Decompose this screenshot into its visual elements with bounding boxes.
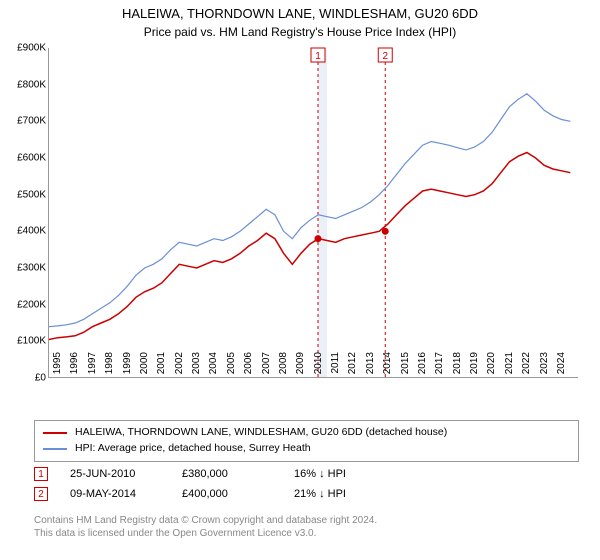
y-tick-label: £200K (4, 299, 46, 310)
y-tick-label: £300K (4, 263, 46, 274)
y-tick-label: £800K (4, 79, 46, 90)
x-tick-label: 2024 (556, 352, 567, 382)
x-tick-label: 2019 (469, 352, 480, 382)
x-tick-label: 2016 (417, 352, 428, 382)
transaction-marker: 2 (34, 487, 48, 501)
x-tick-label: 2009 (295, 352, 306, 382)
x-tick-label: 2023 (539, 352, 550, 382)
legend-label: HALEIWA, THORNDOWN LANE, WINDLESHAM, GU2… (75, 425, 447, 441)
x-tick-label: 2021 (504, 352, 515, 382)
x-tick-label: 2003 (191, 352, 202, 382)
svg-text:2: 2 (382, 51, 388, 62)
x-tick-label: 1999 (122, 352, 133, 382)
x-tick-label: 2022 (521, 352, 532, 382)
x-tick-label: 1996 (69, 352, 80, 382)
x-tick-label: 2014 (382, 352, 393, 382)
x-tick-label: 2015 (400, 352, 411, 382)
x-tick-label: 2005 (226, 352, 237, 382)
transaction-date: 25-JUN-2010 (70, 468, 160, 480)
transaction-row: 2 09-MAY-2014 £400,000 21% ↓ HPI (34, 484, 384, 504)
x-tick-label: 2008 (278, 352, 289, 382)
chart-container: HALEIWA, THORNDOWN LANE, WINDLESHAM, GU2… (0, 0, 600, 560)
legend: HALEIWA, THORNDOWN LANE, WINDLESHAM, GU2… (34, 420, 579, 462)
legend-row: HALEIWA, THORNDOWN LANE, WINDLESHAM, GU2… (43, 425, 570, 441)
legend-row: HPI: Average price, detached house, Surr… (43, 441, 570, 457)
transaction-table: 1 25-JUN-2010 £380,000 16% ↓ HPI 2 09-MA… (34, 464, 384, 504)
y-tick-label: £400K (4, 226, 46, 237)
x-tick-label: 2018 (452, 352, 463, 382)
transaction-marker: 1 (34, 467, 48, 481)
legend-label: HPI: Average price, detached house, Surr… (75, 441, 311, 457)
x-tick-label: 1995 (52, 352, 63, 382)
x-tick-label: 2007 (261, 352, 272, 382)
x-tick-label: 2013 (365, 352, 376, 382)
x-tick-label: 2004 (208, 352, 219, 382)
chart-title: HALEIWA, THORNDOWN LANE, WINDLESHAM, GU2… (0, 0, 600, 23)
transaction-delta: 16% ↓ HPI (294, 468, 384, 480)
transaction-price: £400,000 (182, 488, 272, 500)
legend-swatch (43, 448, 67, 450)
x-tick-label: 2001 (156, 352, 167, 382)
x-tick-label: 2006 (243, 352, 254, 382)
x-tick-label: 1997 (87, 352, 98, 382)
y-tick-label: £900K (4, 43, 46, 54)
x-tick-label: 2011 (330, 352, 341, 382)
chart-subtitle: Price paid vs. HM Land Registry's House … (0, 23, 600, 39)
y-tick-label: £700K (4, 116, 46, 127)
y-tick-label: £500K (4, 189, 46, 200)
y-tick-label: £100K (4, 336, 46, 347)
chart-svg: 12 (49, 48, 579, 378)
x-tick-label: 2012 (347, 352, 358, 382)
x-tick-label: 2002 (174, 352, 185, 382)
chart-plot-area: 12 (48, 48, 578, 378)
transaction-date: 09-MAY-2014 (70, 488, 160, 500)
transaction-price: £380,000 (182, 468, 272, 480)
x-tick-label: 2000 (139, 352, 150, 382)
y-tick-label: £0 (4, 373, 46, 384)
svg-text:1: 1 (315, 51, 321, 62)
footer-line: Contains HM Land Registry data © Crown c… (34, 514, 377, 527)
legend-swatch (43, 432, 67, 434)
transaction-delta: 21% ↓ HPI (294, 488, 384, 500)
x-tick-label: 1998 (104, 352, 115, 382)
x-tick-label: 2020 (486, 352, 497, 382)
y-tick-label: £600K (4, 153, 46, 164)
x-tick-label: 2017 (434, 352, 445, 382)
x-tick-label: 2010 (313, 352, 324, 382)
footer-attribution: Contains HM Land Registry data © Crown c… (34, 514, 377, 540)
transaction-row: 1 25-JUN-2010 £380,000 16% ↓ HPI (34, 464, 384, 484)
footer-line: This data is licensed under the Open Gov… (34, 527, 377, 540)
